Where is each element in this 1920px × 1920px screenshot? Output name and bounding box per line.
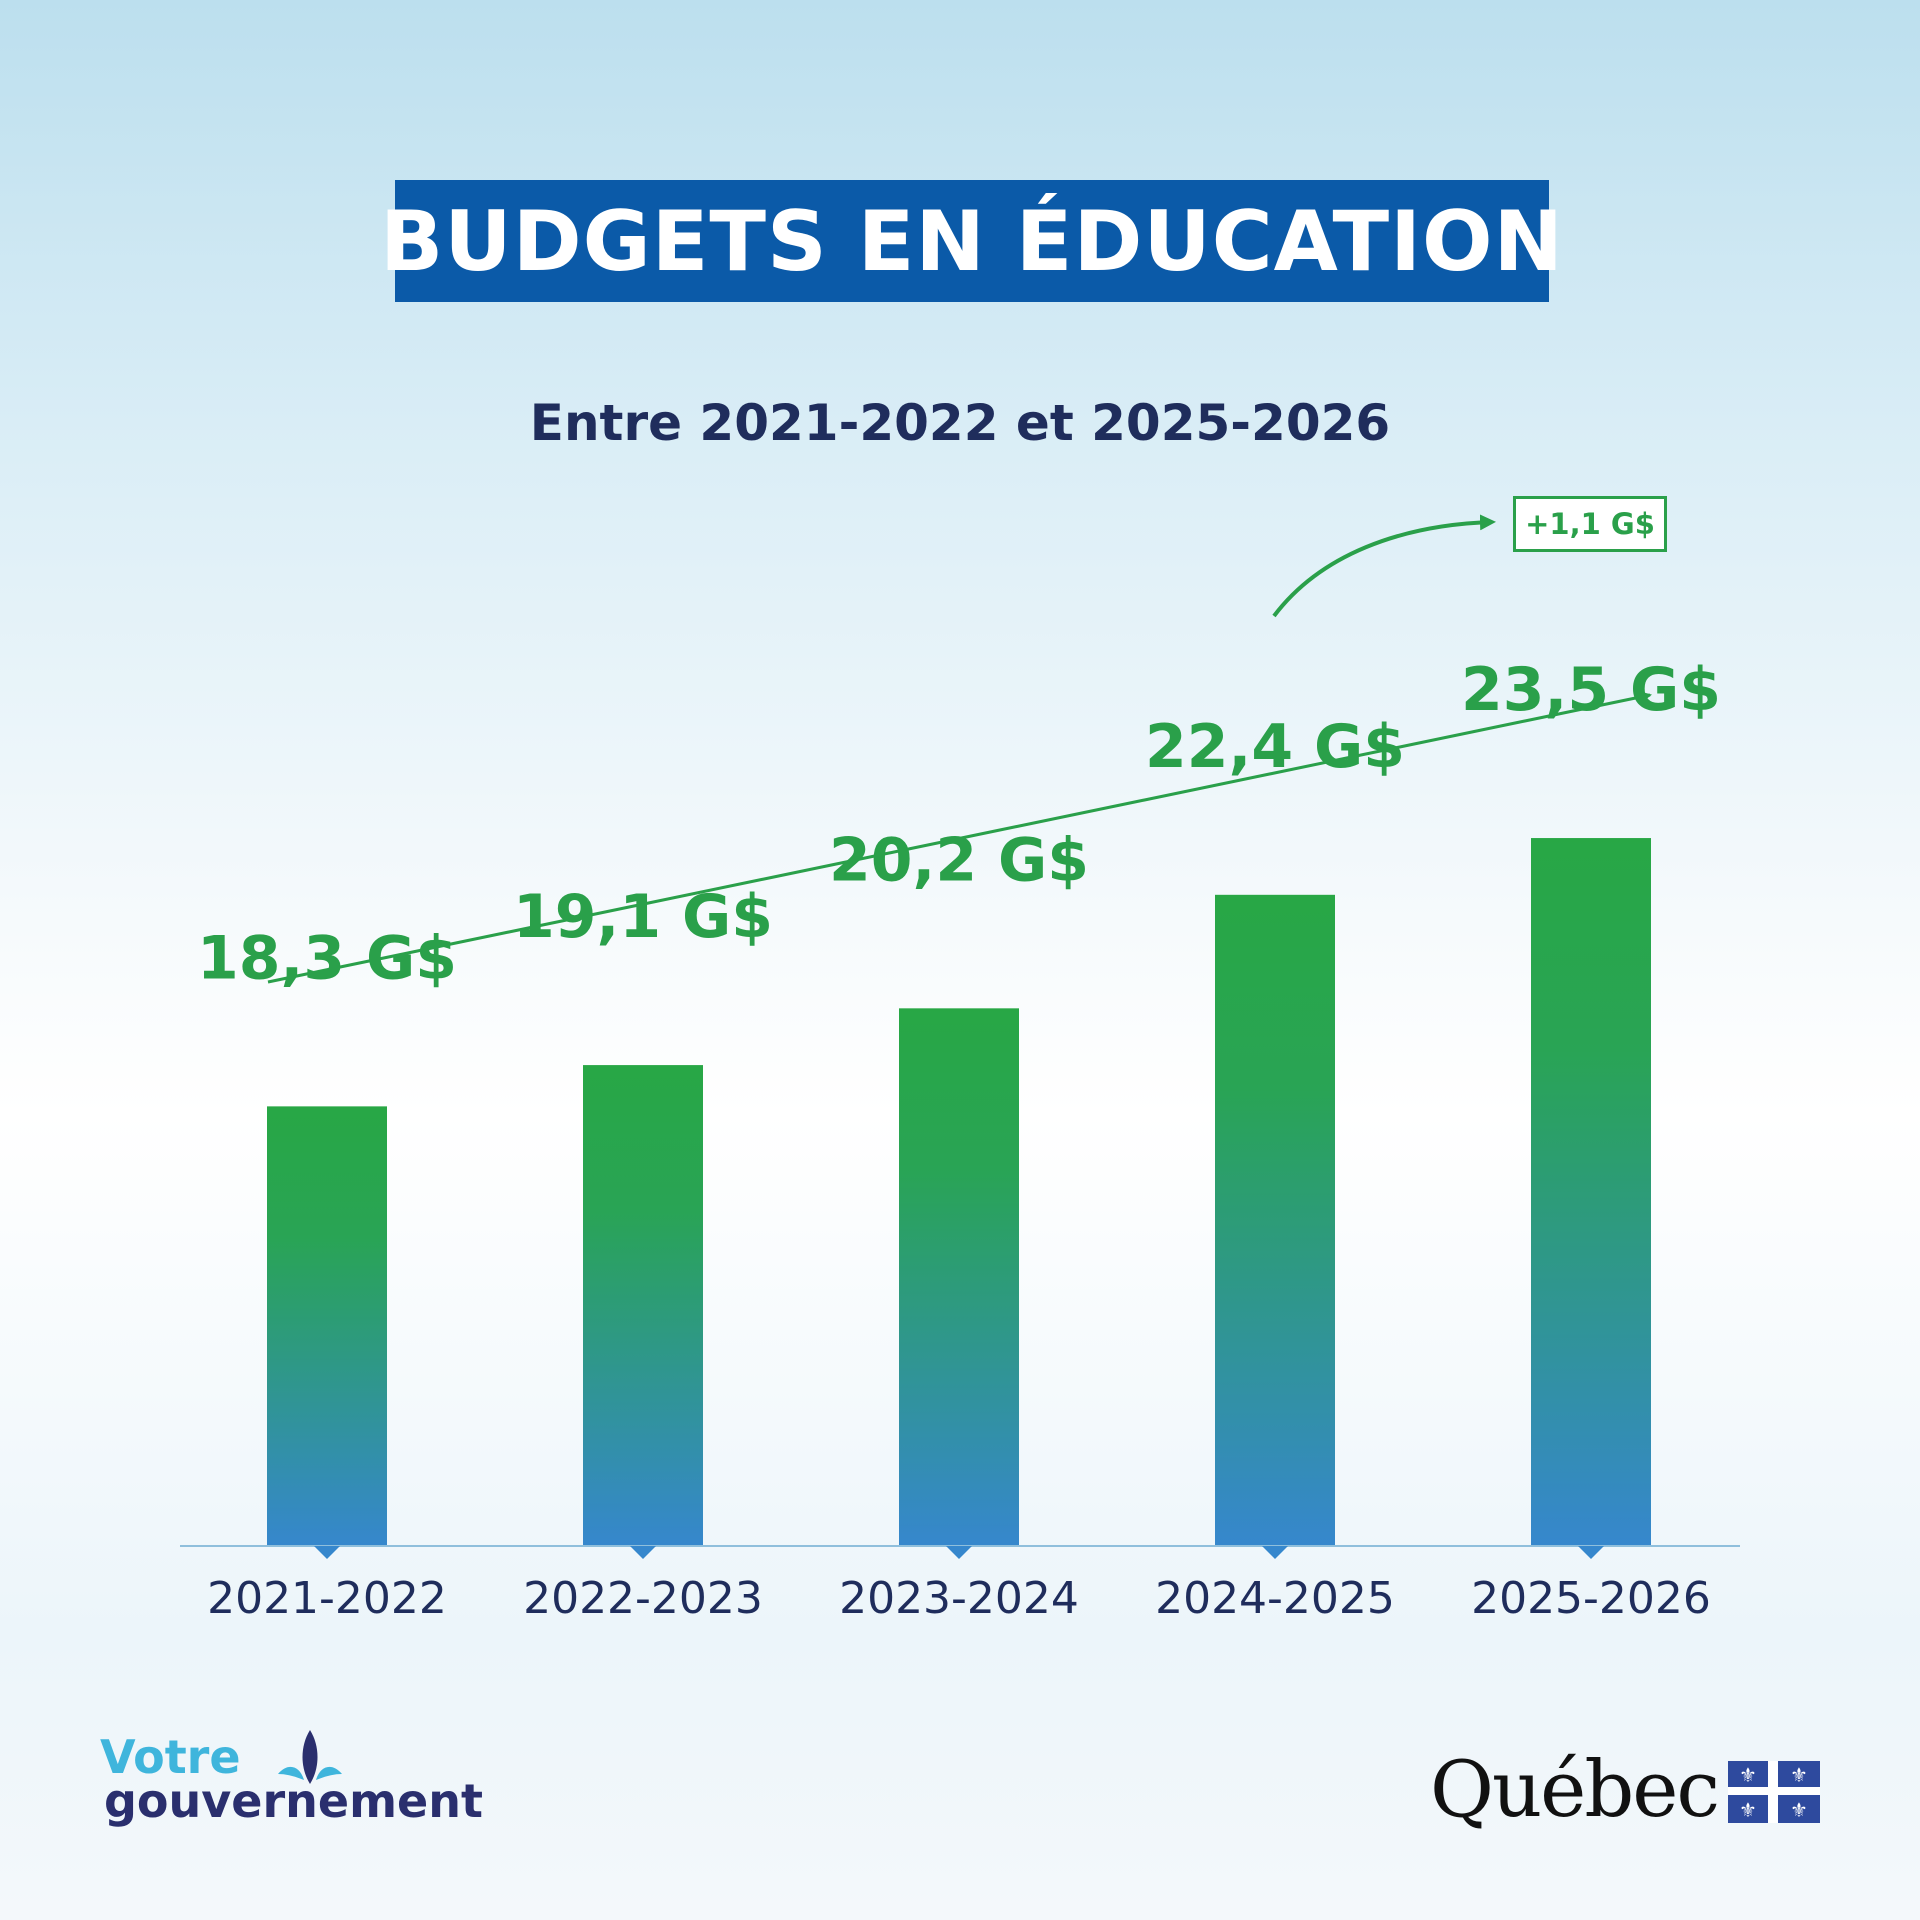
x-tick-label: 2024-2025: [1155, 1573, 1395, 1624]
axis-tick-marker: [1578, 1546, 1604, 1559]
x-tick-label: 2023-2024: [839, 1573, 1079, 1624]
bar-2025-2026: [1531, 838, 1651, 1546]
logo-line-gouvernement: gouvernement: [104, 1774, 483, 1828]
logo-line-votre: Votre: [100, 1730, 241, 1784]
value-label: 20,2 G$: [829, 825, 1089, 895]
value-label: 23,5 G$: [1461, 655, 1721, 725]
quebec-wordmark: Québec: [1430, 1745, 1720, 1835]
x-tick-label: 2021-2022: [207, 1573, 447, 1624]
bar-2023-2024: [899, 1008, 1019, 1546]
bar-2022-2023: [583, 1065, 703, 1546]
axis-tick-marker: [630, 1546, 656, 1559]
axis-tick-marker: [314, 1546, 340, 1559]
svg-text:⚜: ⚜: [1790, 1763, 1808, 1787]
fleur-de-lis-icon: [278, 1730, 342, 1784]
delta-badge: +1,1 G$: [1513, 496, 1667, 552]
axis-tick-marker: [946, 1546, 972, 1559]
x-tick-label: 2025-2026: [1471, 1573, 1711, 1624]
x-tick-label: 2022-2023: [523, 1573, 763, 1624]
chart-title: BUDGETS EN ÉDUCATION: [380, 192, 1564, 290]
title-banner: BUDGETS EN ÉDUCATION: [380, 180, 1563, 302]
svg-text:⚜: ⚜: [1790, 1798, 1808, 1822]
bar-2024-2025: [1215, 894, 1335, 1546]
delta-arrow: [1272, 514, 1496, 618]
value-label: 18,3 G$: [197, 923, 457, 993]
quebec-flag-icon: ⚜ ⚜ ⚜ ⚜: [1728, 1761, 1820, 1823]
svg-text:⚜: ⚜: [1739, 1763, 1757, 1787]
bar-2021-2022: [267, 1106, 387, 1546]
value-label: 22,4 G$: [1145, 712, 1405, 782]
axis-tick-marker: [1262, 1546, 1288, 1559]
votre-gouvernement-logo: Votre gouvernement: [100, 1730, 483, 1840]
chart-subtitle: Entre 2021-2022 et 2025-2026: [529, 394, 1391, 452]
quebec-logo: Québec ⚜ ⚜ ⚜ ⚜: [1430, 1745, 1830, 1845]
trend-arrow: [267, 691, 1652, 984]
value-label: 19,1 G$: [513, 882, 773, 952]
svg-text:⚜: ⚜: [1739, 1798, 1757, 1822]
